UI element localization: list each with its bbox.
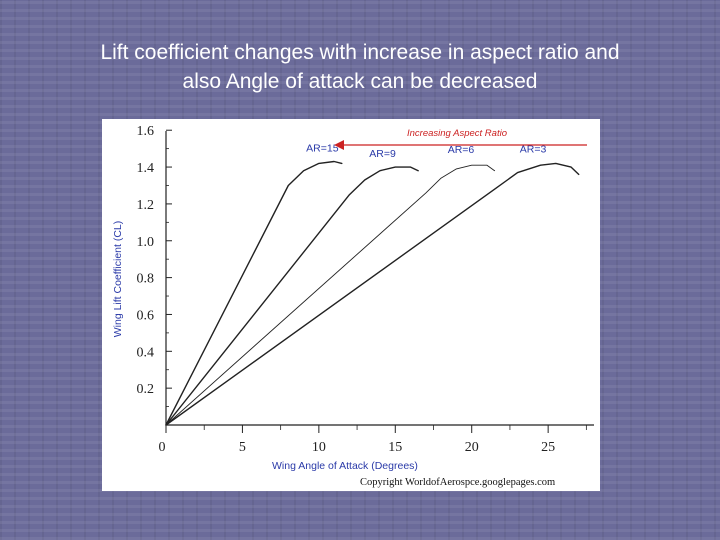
y-tick-label: 0.6: [137, 308, 155, 323]
y-tick-label: 1.0: [137, 235, 155, 250]
slide-title-line-2: also Angle of attack can be decreased: [182, 70, 538, 93]
chart-ticks: 0.2 0.4 0.6 0.8 1.0 1.2 1.4 1.6 0 5 10 15 20 25: [137, 124, 587, 455]
chart-series-labels: AR=15 AR=9 AR=6 AR=3: [306, 143, 546, 161]
series-line-ar-6: [165, 164, 496, 426]
chart-series: [165, 160, 580, 426]
series-label-ar-6: AR=6: [448, 144, 475, 156]
chart-panel: 0.2 0.4 0.6 0.8 1.0 1.2 1.4 1.6 0 5 10 15 20 25 AR=15…: [102, 119, 600, 491]
y-tick-label: 0.2: [137, 382, 155, 397]
series-label-ar-3: AR=3: [520, 143, 547, 155]
annotation-arrow-head: [334, 140, 344, 150]
x-tick-label: 10: [312, 440, 326, 455]
y-tick-label: 1.4: [137, 161, 155, 176]
aspect-ratio-annotation: Increasing Aspect Ratio: [334, 128, 587, 150]
slide-title-line-1: Lift coefficient changes with increase i…: [100, 41, 620, 64]
x-tick-label: 20: [465, 440, 479, 455]
y-tick-label: 0.4: [137, 345, 155, 360]
slide-title: Lift coefficient changes with increase i…: [0, 38, 720, 96]
copyright-notice: Copyright WorldofAerospce.googlepages.co…: [360, 477, 555, 488]
chart-axes: [165, 131, 594, 426]
x-tick-label: 5: [239, 440, 246, 455]
y-tick-label: 1.6: [137, 124, 155, 139]
series-line-ar-9: [165, 166, 419, 426]
series-line-ar-15: [165, 160, 343, 426]
series-label-ar-9: AR=9: [369, 148, 396, 160]
x-axis-title: Wing Angle of Attack (Degrees): [272, 460, 418, 472]
y-tick-label: 0.8: [137, 272, 155, 287]
y-tick-label: 1.2: [137, 198, 155, 213]
x-tick-label: 15: [388, 440, 402, 455]
x-tick-label: 25: [541, 440, 555, 455]
annotation-label: Increasing Aspect Ratio: [407, 128, 507, 139]
x-tick-label: 0: [159, 440, 166, 455]
series-label-ar-15: AR=15: [306, 143, 339, 155]
series-line-ar-3: [165, 162, 580, 426]
y-axis-title: Wing Lift Coefficient (CL): [112, 221, 124, 338]
lift-coefficient-chart: 0.2 0.4 0.6 0.8 1.0 1.2 1.4 1.6 0 5 10 15 20 25 AR=15…: [112, 124, 594, 488]
